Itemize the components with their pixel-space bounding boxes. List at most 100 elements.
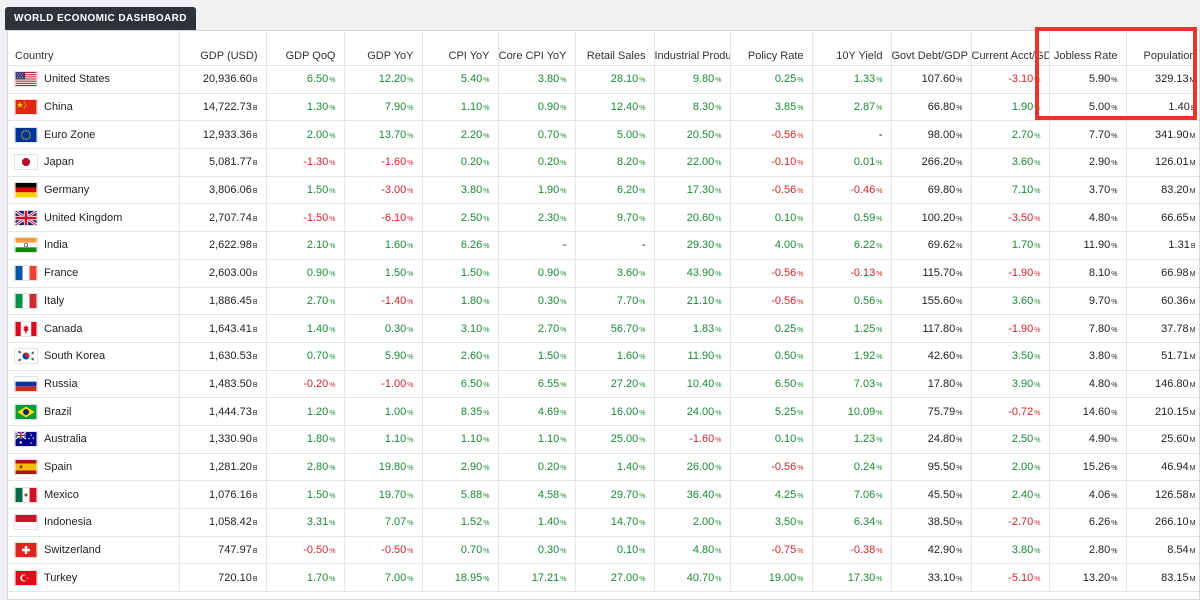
country-name[interactable]: China — [44, 101, 73, 114]
table-row[interactable]: India 2,622.98B 2.10% 1.60% 6.26% - -29.30% 4.0… — [8, 231, 1199, 260]
cell-gdp-yoy: 5.90% — [344, 342, 423, 371]
column-header-population[interactable]: Population — [1126, 31, 1199, 66]
column-header-current[interactable]: Current Acct/GDP — [971, 31, 1050, 66]
country-name[interactable]: Japan — [44, 156, 74, 169]
cell-gdp-yoy: 0.30% — [344, 314, 423, 343]
column-header-gdp-qoq[interactable]: GDP QoQ — [266, 31, 345, 66]
table-row[interactable]: Germany 3,806.06B 1.50% -3.00% 3.80% 1.90% 6.2… — [8, 176, 1199, 205]
table-row[interactable]: Canada 1,643.41B 1.40% 0.30% 3.10% 2.70% 56.70… — [8, 314, 1199, 343]
cell-value: 69.62 — [927, 239, 956, 252]
cell-population: 1.31B — [1126, 231, 1199, 260]
cell-value: -1.50 — [303, 211, 329, 224]
country-name[interactable]: Turkey — [44, 571, 78, 584]
column-header-jobless[interactable]: Jobless Rate — [1049, 31, 1127, 66]
column-header-industrial[interactable]: Industrial Production — [654, 31, 731, 66]
cell-core-cpi: 1.50% — [498, 342, 576, 371]
country-name[interactable]: Russia — [44, 377, 78, 390]
cell-debt: 75.79% — [891, 397, 972, 426]
cell-value: 1.20 — [306, 405, 329, 418]
dashboard-title-tab[interactable]: WORLD ECONOMIC DASHBOARD — [5, 7, 196, 30]
unit-suffix: % — [639, 160, 646, 168]
cell-value: 1.83 — [692, 322, 715, 335]
country-name[interactable]: Italy — [44, 294, 65, 307]
column-header-gdp[interactable]: GDP (USD) — [179, 31, 267, 66]
table-row[interactable]: Japan 5,081.77B -1.30% -1.60% 0.20% 0.20% 8.20… — [8, 148, 1199, 177]
column-header-gdp-yoy[interactable]: GDP YoY — [344, 31, 423, 66]
table-row[interactable]: China 14,722.73B 1.30% 7.90% 1.10% 0.90% 12.40… — [8, 93, 1199, 122]
country-name[interactable]: Australia — [44, 433, 87, 446]
column-header-policy[interactable]: Policy Rate — [730, 31, 813, 66]
cell-jobless: 14.60% — [1049, 397, 1127, 426]
cell-value: -1.60 — [689, 433, 715, 446]
column-header-yield10[interactable]: 10Y Yield — [812, 31, 892, 66]
table-row[interactable]: United States 20,936.60B 6.50% 12.20% 5.40% 3… — [8, 65, 1199, 94]
cell-gdp-yoy: 1.10% — [344, 425, 423, 454]
flag-in-icon — [14, 237, 38, 254]
cell-population: 83.20M — [1126, 176, 1199, 205]
table-row[interactable]: France 2,603.00B 0.90% 1.50% 1.50% 0.90% 3.60%… — [8, 259, 1199, 288]
table-row[interactable]: Spain 1,281.20B 2.80% 19.80% 2.90% 0.20% 1.40%… — [8, 453, 1199, 482]
country-name[interactable]: Indonesia — [44, 516, 92, 529]
cell-policy: 4.25% — [730, 480, 813, 509]
cell-value: 3.80 — [1088, 350, 1111, 363]
table-row[interactable]: United Kingdom 2,707.74B -1.50% -6.10% 2.50%… — [8, 203, 1199, 233]
cell-value: 3,806.06 — [209, 184, 252, 197]
unit-suffix: % — [956, 188, 963, 196]
unit-suffix: % — [560, 77, 567, 85]
cell-yield10: - — [812, 120, 892, 150]
country-name[interactable]: United Kingdom — [44, 211, 123, 224]
table-row[interactable]: Australia 1,330.90B 1.80% 1.10% 1.10% 1.10% 25… — [8, 425, 1199, 454]
unit-suffix: % — [560, 188, 567, 196]
column-header-debt[interactable]: Govt Debt/GDP — [891, 31, 972, 66]
cell-value: -0.13 — [850, 267, 876, 280]
column-header-country[interactable]: Country — [8, 31, 180, 66]
cell-gdp-qoq: -0.20% — [266, 370, 345, 399]
country-name[interactable]: Germany — [44, 184, 90, 197]
cell-jobless: 5.00% — [1049, 93, 1127, 122]
unit-suffix: % — [407, 132, 414, 140]
cell-value: 7.07 — [384, 516, 407, 529]
unit-suffix: % — [639, 492, 646, 500]
cell-value: 2.90 — [1088, 156, 1111, 169]
column-header-core-cpi[interactable]: Core CPI YoY — [498, 31, 576, 66]
unit-suffix: % — [1111, 409, 1118, 417]
country-name[interactable]: India — [44, 239, 68, 252]
cell-industrial: 36.40% — [654, 480, 731, 509]
country-name[interactable]: France — [44, 267, 79, 280]
unit-suffix: M — [1189, 354, 1196, 362]
country-name[interactable]: Spain — [44, 460, 73, 473]
country-name[interactable]: Canada — [44, 322, 83, 335]
table-row[interactable]: Brazil 1,444.73B 1.20% 1.00% 8.35% 4.69% 16.00… — [8, 397, 1199, 426]
cell-industrial: 9.80% — [654, 65, 731, 94]
cell-retail: 7.70% — [575, 287, 655, 316]
table-row[interactable]: Switzerland 747.97B -0.50% -0.50% 0.70% 0.30%… — [8, 536, 1199, 565]
country-name[interactable]: United States — [44, 73, 111, 86]
unit-suffix: % — [639, 520, 646, 528]
table-row[interactable]: Russia 1,483.50B -0.20% -1.00% 6.50% 6.55% 27.… — [8, 370, 1199, 399]
cell-value: 1.40 — [1168, 101, 1190, 114]
country-name[interactable]: Switzerland — [44, 544, 101, 557]
cell-core-cpi: 6.55% — [498, 370, 576, 399]
table-row[interactable]: Indonesia 1,058.42B 3.31% 7.07% 1.52% 1.40% 14… — [8, 508, 1199, 537]
table-row[interactable]: Mexico 1,076.16B 1.50% 19.70% 5.88% 4.58% 29.7… — [8, 480, 1199, 509]
cell-value: 29.70 — [610, 488, 639, 501]
table-row[interactable]: Turkey 720.10B 1.70% 7.00% 18.95% 17.21% 27.00… — [8, 563, 1199, 593]
column-header-retail[interactable]: Retail Sales — [575, 31, 655, 66]
column-header-cpi-yoy[interactable]: CPI YoY — [422, 31, 499, 66]
unit-suffix: B — [252, 354, 258, 362]
country-name[interactable]: Mexico — [44, 488, 79, 501]
unit-suffix: M — [1189, 271, 1196, 279]
cell-value: 0.10 — [774, 211, 797, 224]
country-name[interactable]: Brazil — [44, 405, 72, 418]
table-row[interactable]: Italy 1,886.45B 2.70% -1.40% 1.80% 0.30% 7.70%… — [8, 287, 1199, 316]
country-name[interactable]: South Korea — [44, 350, 106, 363]
unit-suffix: % — [639, 271, 646, 279]
country-cell: Russia — [8, 370, 180, 399]
table-row[interactable]: South Korea 1,630.53B 0.70% 5.90% 2.60% 1.50%… — [8, 342, 1199, 371]
cell-value: 146.80 — [1155, 377, 1189, 390]
cell-population: 266.10M — [1126, 508, 1199, 537]
table-row[interactable]: Euro Zone 12,933.36B 2.00% 13.70% 2.20% 0.70%… — [8, 120, 1199, 150]
unit-suffix: % — [715, 575, 722, 583]
country-name[interactable]: Euro Zone — [44, 128, 96, 141]
unit-suffix: M — [1189, 409, 1196, 417]
